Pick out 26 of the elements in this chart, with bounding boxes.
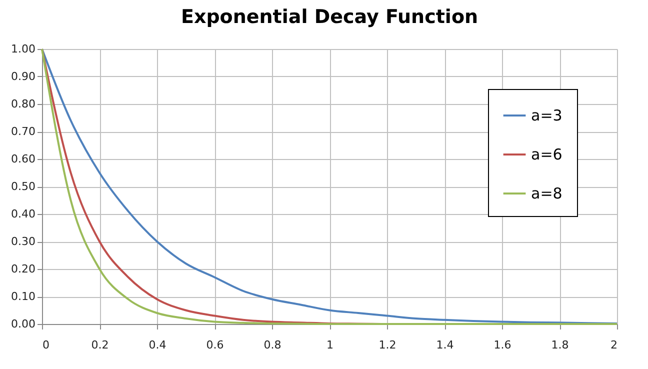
y-tick-label: 0.80 bbox=[11, 98, 36, 110]
legend-label: a=8 bbox=[531, 184, 562, 202]
x-tick-label: 2 bbox=[610, 338, 618, 352]
legend-label: a=6 bbox=[531, 146, 562, 164]
y-tick-label: 0.20 bbox=[11, 262, 36, 276]
y-tick-label: 0.40 bbox=[11, 208, 36, 220]
chart-title: Exponential Decay Function bbox=[180, 6, 478, 28]
y-tick-label: 0.00 bbox=[11, 318, 36, 330]
x-tick-label: 1.4 bbox=[436, 338, 454, 352]
x-tick-label: 0.6 bbox=[206, 338, 224, 352]
x-tick-label: 0 bbox=[42, 338, 50, 352]
x-tick-label: 1.2 bbox=[378, 338, 396, 352]
y-tick-label: 0.10 bbox=[11, 290, 36, 303]
y-tick-label: 0.60 bbox=[11, 152, 36, 166]
legend-label: a=3 bbox=[531, 106, 562, 124]
y-tick-label: 0.70 bbox=[11, 125, 36, 138]
y-tick-label: 0.30 bbox=[11, 235, 36, 248]
y-tick-label: 0.90 bbox=[11, 70, 36, 83]
x-tick-label: 1.8 bbox=[551, 338, 569, 352]
x-tick-label: 0.8 bbox=[264, 338, 282, 352]
y-tick-label: 1.00 bbox=[11, 42, 36, 56]
x-tick-label: 0.2 bbox=[91, 338, 109, 352]
y-tick-label: 0.50 bbox=[11, 180, 36, 193]
x-tick-label: 0.4 bbox=[148, 338, 166, 352]
x-tick-label: 1.6 bbox=[494, 338, 512, 352]
x-tick-label: 1 bbox=[326, 338, 334, 352]
